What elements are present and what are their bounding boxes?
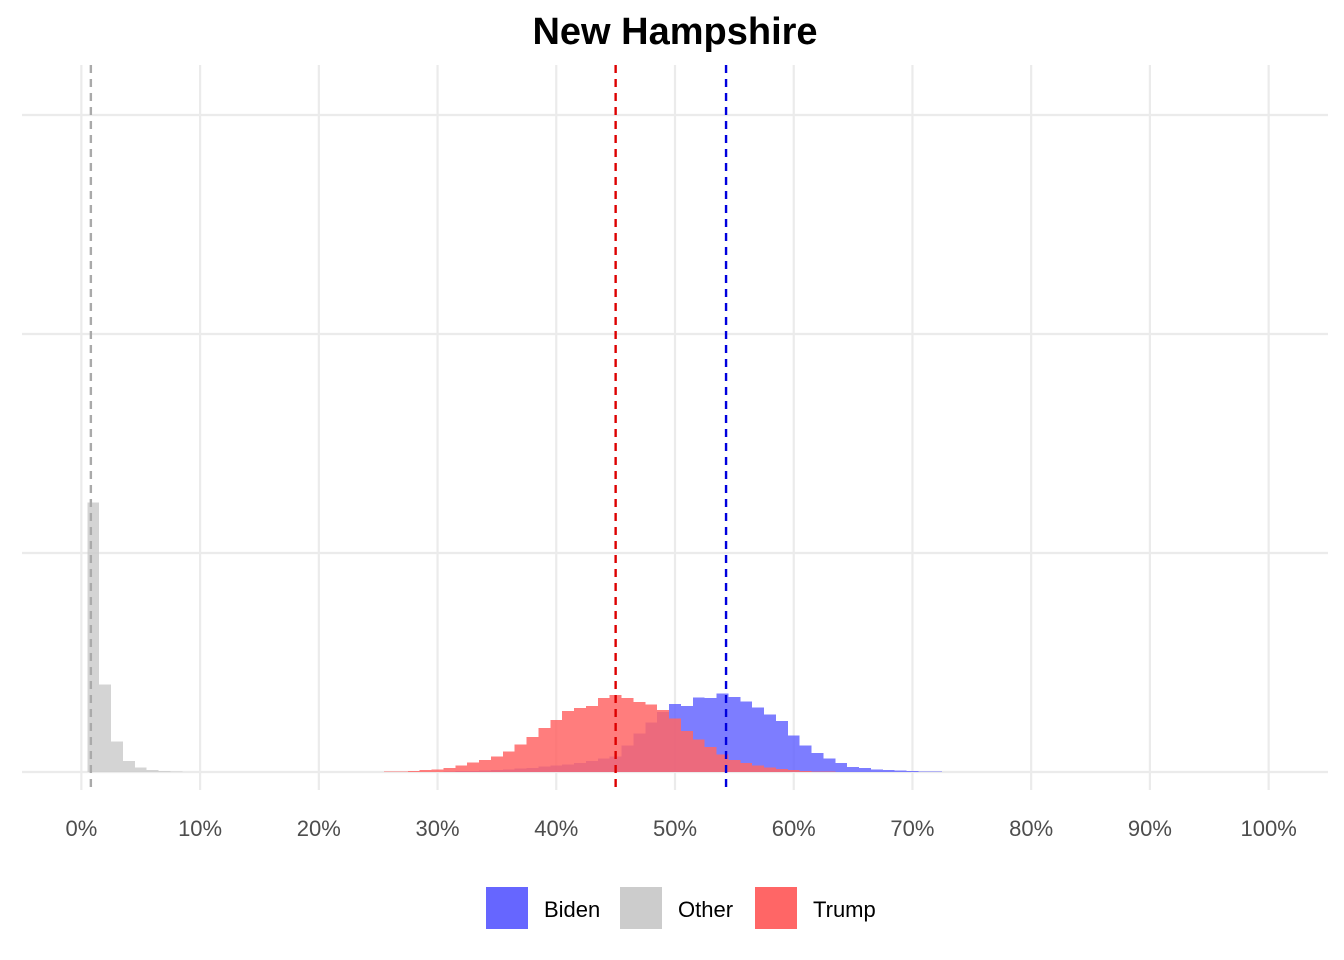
legend-key-biden	[486, 887, 528, 929]
bar-trump-20	[621, 698, 634, 772]
x-tick-label-6: 60%	[772, 816, 816, 841]
bar-trump-32	[764, 767, 776, 772]
bar-biden-34	[847, 767, 860, 772]
chart-title: New Hampshire	[532, 11, 817, 53]
bar-trump-14	[550, 719, 563, 772]
bar-trump-2	[407, 770, 420, 772]
x-tick-label-7: 70%	[890, 816, 934, 841]
bar-biden-21	[692, 697, 705, 772]
x-tick-label-5: 50%	[653, 816, 697, 841]
bar-trump-28	[716, 754, 729, 772]
legend-label-biden: Biden	[544, 897, 600, 922]
bar-biden-37	[882, 770, 895, 772]
bar-biden-24	[728, 696, 741, 772]
series-trump	[384, 694, 836, 772]
bar-trump-24	[669, 718, 681, 772]
bar-other-5	[134, 767, 147, 772]
bar-other-3	[111, 741, 123, 772]
bar-trump-16	[574, 707, 586, 772]
x-tick-label-9: 90%	[1128, 816, 1172, 841]
legend-label-trump: Trump	[813, 897, 876, 922]
bar-trump-21	[633, 701, 646, 772]
bar-biden-32	[823, 758, 836, 772]
bar-trump-9	[490, 756, 503, 772]
bar-trump-31	[752, 765, 765, 772]
bar-biden-38	[894, 770, 907, 772]
bar-trump-36	[811, 771, 824, 772]
mean-lines	[89, 65, 728, 790]
bar-trump-1	[395, 771, 408, 772]
bar-biden-25	[740, 701, 753, 772]
bar-biden-26	[752, 707, 765, 772]
bar-biden-36	[870, 769, 883, 772]
bar-biden-27	[764, 714, 776, 772]
bar-biden-39	[906, 771, 919, 772]
bar-biden-35	[859, 768, 871, 772]
bar-trump-10	[502, 751, 515, 772]
series-other	[87, 502, 183, 772]
bar-trump-7	[467, 762, 480, 772]
bar-biden-22	[704, 698, 717, 772]
bar-other-7	[158, 770, 171, 772]
x-tick-label-8: 80%	[1009, 816, 1053, 841]
bar-trump-8	[479, 759, 491, 772]
legend-label-other: Other	[678, 897, 733, 922]
bar-trump-4	[431, 769, 444, 772]
legend: Biden Other Trump	[486, 887, 876, 929]
bar-trump-19	[609, 694, 622, 772]
x-tick-label-1: 10%	[178, 816, 222, 841]
x-tick-label-2: 20%	[297, 816, 341, 841]
bar-biden-28	[775, 721, 788, 772]
bar-other-8	[170, 771, 183, 772]
bar-trump-13	[538, 728, 551, 772]
x-tick-label-3: 30%	[416, 816, 460, 841]
bar-trump-26	[692, 739, 705, 772]
bar-biden-23	[716, 693, 729, 772]
bar-biden-31	[811, 752, 824, 772]
bar-other-1	[87, 502, 100, 772]
bar-trump-11	[514, 744, 527, 772]
bar-trump-22	[645, 704, 658, 772]
bar-trump-12	[526, 736, 539, 772]
bar-trump-33	[775, 768, 788, 772]
bar-trump-35	[799, 770, 812, 772]
histogram-bars	[87, 502, 966, 772]
bar-trump-15	[562, 711, 575, 772]
legend-key-other	[620, 887, 662, 929]
bar-trump-23	[657, 710, 670, 772]
x-axis-ticks: 0% 10% 20% 30% 40% 50% 60% 70% 80% 90% 100%	[65, 816, 1296, 841]
bar-trump-34	[787, 770, 800, 772]
bar-trump-18	[597, 698, 610, 772]
bar-other-2	[99, 684, 112, 772]
bar-other-4	[122, 761, 135, 772]
bar-trump-29	[728, 759, 741, 772]
x-tick-label-10: 100%	[1240, 816, 1296, 841]
bar-biden-33	[835, 763, 848, 772]
x-tick-label-4: 40%	[534, 816, 578, 841]
bar-trump-3	[419, 770, 432, 772]
bar-trump-25	[680, 730, 693, 772]
bar-trump-5	[443, 767, 456, 772]
bar-biden-30	[799, 745, 812, 772]
x-tick-label-0: 0%	[65, 816, 97, 841]
bar-trump-17	[585, 705, 598, 772]
grid	[22, 65, 1328, 790]
bar-trump-27	[704, 746, 717, 772]
legend-key-trump	[755, 887, 797, 929]
bar-trump-30	[740, 763, 753, 772]
bar-other-6	[146, 769, 159, 772]
bar-trump-6	[455, 765, 468, 772]
bar-biden-40	[918, 771, 931, 772]
bar-biden-29	[787, 735, 800, 772]
